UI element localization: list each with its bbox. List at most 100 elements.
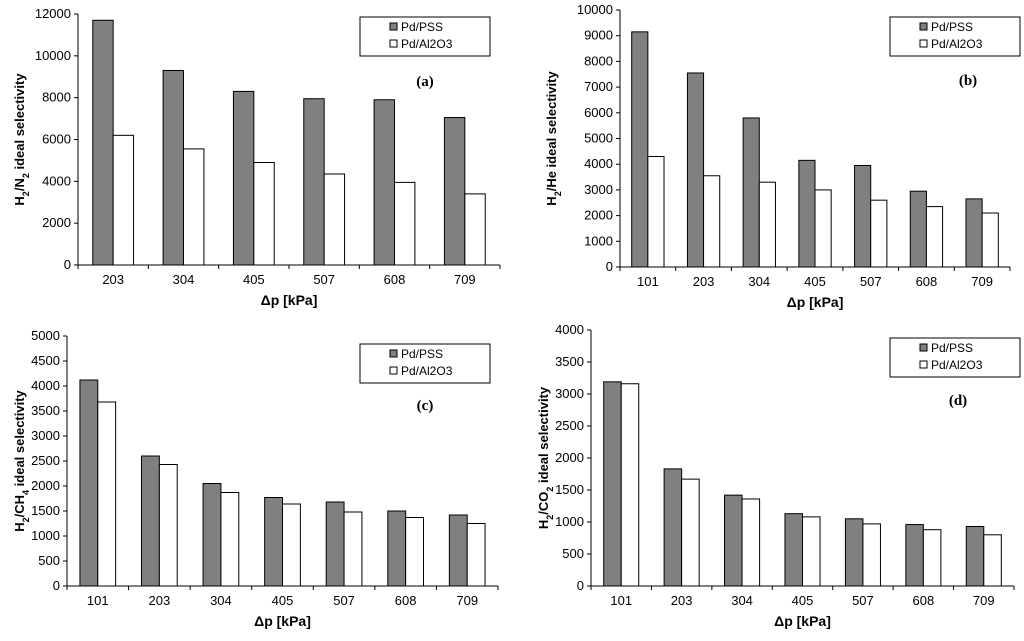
panel-a-bar-pd-al2o3-608 xyxy=(394,181,416,266)
panel-c-chart: 0 500 1000 1500 2000 2500 3000 3500 4000 4500 5000… xyxy=(12,328,499,629)
panel-c-y-tick-label: 3500 xyxy=(31,403,60,418)
panel-c-bar-pd-al2o3-507 xyxy=(343,511,363,587)
panel-d-x-tick-label: 101 xyxy=(610,593,632,608)
panel-a-x-axis-title: Δp [kPa] xyxy=(261,292,318,308)
panel-c-bar-pd-al2o3-608 xyxy=(405,517,424,587)
panel-b-bar-pd-al2o3-507 xyxy=(870,199,888,268)
panel-d-bar-pd-pss-507 xyxy=(844,518,864,587)
panel-b-legend: Pd/PSS Pd/Al2O3 xyxy=(889,16,1021,57)
panel-a-bar-pd-pss-405 xyxy=(232,90,255,266)
panel-b-bar-pd-pss-203 xyxy=(686,72,705,268)
panel-c-panel-letter: (c) xyxy=(417,398,434,414)
panel-c-x-tick-label: 405 xyxy=(272,593,294,608)
panel-d-bar-pd-pss-709 xyxy=(965,525,985,587)
panel-a-y-axis-title-part: /N xyxy=(12,178,27,191)
panel-d-bar-pd-al2o3-304 xyxy=(741,498,761,587)
panel-c-y-tick-label: 0 xyxy=(53,578,60,593)
panel-b-legend-swatch-pd-al2o3 xyxy=(919,39,928,48)
panel-a-legend: Pd/PSS Pd/Al2O3 xyxy=(359,16,491,57)
panel-c-y-axis-title-part: ideal selectivity xyxy=(12,389,27,489)
panel-b-x-tick-label: 507 xyxy=(860,274,882,289)
panel-c-y-tick-label: 2500 xyxy=(31,453,60,468)
panel-b-legend-label-pd-al2o3: Pd/Al2O3 xyxy=(931,37,983,51)
panel-b-bar-pd-al2o3-405 xyxy=(814,189,832,268)
panel-d-y-axis-title-part: 2 xyxy=(545,515,555,520)
panel-b-y-tick-label: 2000 xyxy=(584,208,613,223)
panel-c-y-tick-label: 1000 xyxy=(31,528,60,543)
panel-d-x-tick-label: 203 xyxy=(671,593,693,608)
panel-a-legend-label-pd-al2o3: Pd/Al2O3 xyxy=(401,37,453,51)
panel-a-legend-box xyxy=(359,16,491,57)
panel-d-bar-pd-al2o3-608 xyxy=(922,529,942,587)
panel-b-y-tick-label: 8000 xyxy=(584,53,613,68)
panel-a-y-tick-label: 12000 xyxy=(35,6,71,21)
panel-d-legend-box xyxy=(889,337,1021,378)
panel-c-bar-pd-al2o3-203 xyxy=(158,464,178,587)
panel-d-y-tick-label: 3500 xyxy=(555,354,584,369)
panel-d-bar-pd-pss-101 xyxy=(603,381,622,587)
panel-d-bar-pd-al2o3-101 xyxy=(620,383,640,587)
panel-a-chart: 0 2000 4000 6000 8000 10000 12000 203 304 405 507 6… xyxy=(12,6,501,308)
panel-d-y-axis-title-part: H xyxy=(536,520,551,529)
panel-b-y-axis-title: H2/He ideal selectivity xyxy=(544,71,563,206)
panel-b-y-tick-label: 3000 xyxy=(584,182,613,197)
panel-d-legend-swatch-pd-al2o3 xyxy=(919,360,928,369)
panel-a-y-axis-title-part: 2 xyxy=(21,173,31,178)
panel-b-bar-pd-pss-101 xyxy=(631,31,649,268)
panel-d-bar-pd-al2o3-405 xyxy=(802,516,821,587)
panel-b-y-tick-label: 5000 xyxy=(584,131,613,146)
panel-d-x-tick-label: 608 xyxy=(913,593,935,608)
panel-c-x-axis-title: Δp [kPa] xyxy=(254,613,311,629)
panel-b-bar-pd-al2o3-709 xyxy=(981,212,999,268)
panel-b-x-axis-title: Δp [kPa] xyxy=(787,294,844,310)
panel-d-legend-swatch-pd-pss xyxy=(919,343,928,352)
panel-d-x-tick-label: 304 xyxy=(731,593,753,608)
panel-c-y-tick-label: 4500 xyxy=(31,353,60,368)
panel-d-bar-pd-pss-405 xyxy=(784,513,803,587)
panel-b-chart: 0 1000 2000 3000 4000 5000 6000 7000 8000 9000 100… xyxy=(544,2,1021,310)
panel-a-bar-pd-al2o3-304 xyxy=(183,148,205,266)
panel-c-y-axis-title: H2/CH4 ideal selectivity xyxy=(12,389,31,531)
panel-d-y-axis-title: H2/CO2 ideal selectivity xyxy=(536,386,555,529)
panel-c-bar-pd-pss-507 xyxy=(325,501,345,587)
panel-c-bar-pd-pss-304 xyxy=(202,483,222,587)
panel-b-panel-letter: (b) xyxy=(959,73,977,89)
panel-d-x-tick-label: 709 xyxy=(973,593,995,608)
panel-b-bar-pd-al2o3-203 xyxy=(703,175,721,268)
panel-d-legend-label-pd-al2o3: Pd/Al2O3 xyxy=(931,358,983,372)
panel-d-bar-pd-pss-203 xyxy=(663,468,683,587)
panel-c-bar-pd-pss-203 xyxy=(141,455,160,587)
panel-b-y-tick-label: 4000 xyxy=(584,156,613,171)
panel-d-bar-pd-al2o3-709 xyxy=(983,534,1002,587)
panel-c-bar-pd-al2o3-709 xyxy=(466,523,486,587)
panel-a-x-tick-label: 405 xyxy=(243,272,265,287)
panel-b-y-axis-title-part: /He ideal selectivity xyxy=(544,71,559,192)
panel-d-y-tick-label: 0 xyxy=(577,578,584,593)
panel-c-y-axis-title-part: 4 xyxy=(21,490,31,495)
panel-b-y-tick-label: 1000 xyxy=(584,233,613,248)
panel-c-y-tick-label: 1500 xyxy=(31,503,60,518)
panel-b-bar-pd-al2o3-304 xyxy=(758,181,776,268)
panel-c-legend-label-pd-pss: Pd/PSS xyxy=(401,347,443,361)
panel-c-bar-pd-pss-101 xyxy=(79,379,99,587)
panel-b-legend-label-pd-pss: Pd/PSS xyxy=(931,20,973,34)
panel-c-bar-pd-pss-405 xyxy=(264,497,284,587)
panel-b-y-tick-label: 6000 xyxy=(584,105,613,120)
panel-b-y-tick-label: 0 xyxy=(606,259,613,274)
panel-a-y-tick-label: 6000 xyxy=(42,132,71,147)
panel-d-x-axis-title: Δp [kPa] xyxy=(774,613,831,629)
panel-d-y-tick-label: 3000 xyxy=(555,386,584,401)
panel-a-bar-pd-al2o3-709 xyxy=(464,193,486,266)
panel-b-bar-pd-pss-507 xyxy=(854,164,872,268)
panel-a-y-tick-label: 2000 xyxy=(42,215,71,230)
panel-a-legend-label-pd-pss: Pd/PSS xyxy=(401,20,443,34)
panel-a-legend-swatch-pd-al2o3 xyxy=(389,39,398,48)
panel-d-legend: Pd/PSS Pd/Al2O3 xyxy=(889,337,1021,378)
panel-c-legend-label-pd-al2o3: Pd/Al2O3 xyxy=(401,364,453,378)
panel-c-y-tick-label: 2000 xyxy=(31,478,60,493)
panel-b-x-tick-label: 101 xyxy=(637,274,659,289)
panel-a-bar-pd-pss-608 xyxy=(373,99,395,266)
panel-c-bar-pd-pss-709 xyxy=(448,514,468,587)
panel-b-x-tick-label: 608 xyxy=(916,274,938,289)
